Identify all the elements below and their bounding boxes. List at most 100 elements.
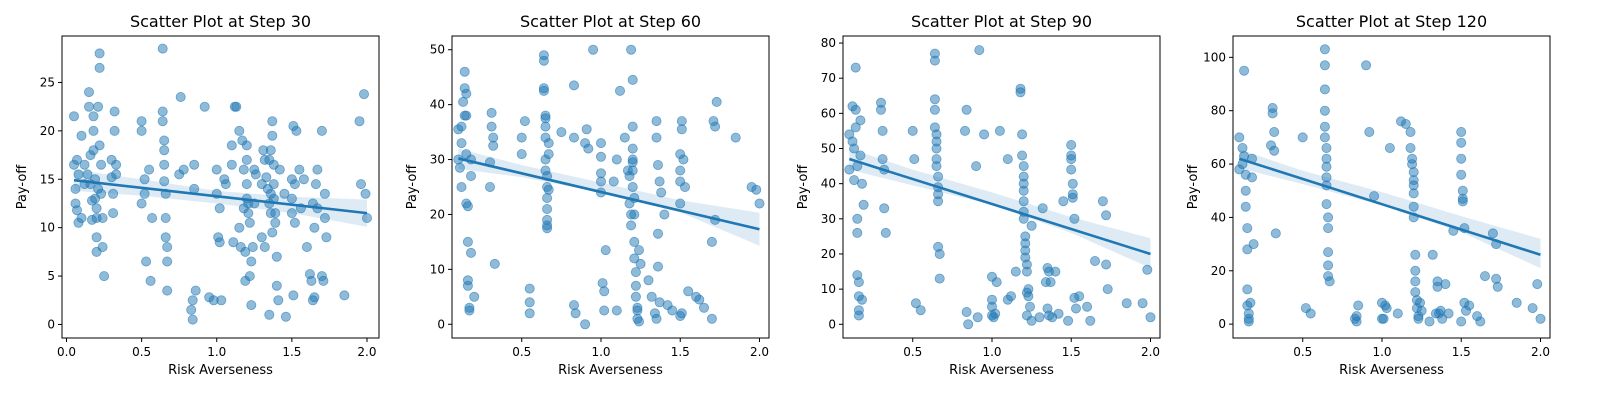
scatter-point	[157, 43, 168, 54]
scatter-point	[961, 306, 972, 317]
scatter-point	[596, 176, 607, 187]
scatter-point	[600, 245, 611, 256]
scatter-point	[310, 179, 321, 190]
scatter-point	[1415, 297, 1426, 308]
x-tick-label: 1.0	[982, 345, 1001, 359]
y-tick-label: 25	[40, 75, 55, 89]
scatter-point	[462, 236, 473, 247]
scatter-point	[1378, 313, 1389, 324]
scatter-point	[680, 181, 691, 192]
scatter-point	[991, 277, 1002, 288]
scatter-point	[626, 220, 637, 231]
scatter-point	[271, 280, 282, 291]
scatter-point	[228, 237, 239, 248]
scatter-point	[73, 169, 84, 180]
confidence-band	[1239, 149, 1541, 269]
scatter-point	[84, 87, 95, 98]
chart-panel-2: Scatter Plot at Step 60 0.5 1.0 1.5 2.0 0 10 20…	[405, 12, 770, 378]
scatter-point	[1297, 132, 1308, 143]
x-axis-label: Risk Averseness	[949, 363, 1054, 378]
scatter-point	[459, 66, 470, 77]
scatter-point	[630, 291, 641, 302]
scatter-point	[273, 295, 284, 306]
scatter-point	[234, 125, 245, 136]
scatter-point	[1021, 266, 1032, 277]
scatter-point	[316, 125, 327, 136]
scatter-point	[484, 181, 495, 192]
y-axis-label: Pay-off	[405, 164, 420, 210]
axes-frame	[61, 35, 380, 339]
scatter-point	[852, 227, 863, 238]
scatter-point	[1066, 164, 1077, 175]
scatter-point	[972, 312, 983, 323]
scatter-point	[929, 94, 940, 105]
y-tick-label: 0	[828, 317, 836, 331]
scatter-point	[676, 124, 687, 135]
scatter-point	[1239, 65, 1250, 76]
scatter-point	[627, 74, 638, 85]
scatter-point	[1045, 277, 1056, 288]
confidence-band	[458, 148, 760, 246]
scatter-point	[629, 253, 640, 264]
scatter-point	[915, 305, 926, 316]
regression-line	[848, 157, 1151, 256]
scatter-point	[265, 145, 276, 156]
scatter-point	[488, 140, 499, 151]
scatter-point	[675, 198, 686, 209]
scatter-point	[486, 107, 497, 118]
scatter-point	[1243, 313, 1254, 324]
scatter-point	[144, 164, 155, 175]
scatter-point	[619, 132, 630, 143]
x-tick-label: 2.0	[750, 345, 769, 359]
scatter-point	[1492, 281, 1503, 292]
scatter-point	[216, 295, 227, 306]
scatter-point	[1319, 105, 1330, 116]
scatter-point	[1456, 316, 1467, 327]
scatter-point	[857, 178, 868, 189]
scatter-point	[596, 151, 607, 162]
scatter-point	[1026, 220, 1037, 231]
scatter-point	[268, 179, 279, 190]
scatter-point	[1058, 196, 1069, 207]
scatter-point	[1527, 303, 1538, 314]
scatter-point	[907, 125, 918, 136]
scatter-point	[226, 140, 237, 151]
scatter-point	[456, 181, 467, 192]
scatter-point	[850, 104, 861, 115]
scatter-point	[676, 308, 687, 319]
scatter-point	[469, 291, 480, 302]
scatter-point	[653, 261, 664, 272]
scatter-point	[877, 125, 888, 136]
y-tick-label: 0	[47, 317, 55, 331]
scatter-point	[971, 161, 982, 172]
scatter-point	[651, 313, 662, 324]
scatter-point	[1137, 298, 1148, 309]
scatter-point	[247, 241, 258, 252]
scatter-point	[1305, 308, 1316, 319]
y-tick-label: 60	[1211, 157, 1226, 171]
scatter-point	[136, 116, 147, 127]
scatter-point	[961, 104, 972, 115]
scatter-point	[1063, 315, 1074, 326]
scatter-point	[659, 209, 670, 220]
scatter-point	[524, 308, 535, 319]
scatter-point	[646, 291, 657, 302]
scatter-point	[286, 208, 297, 219]
scatter-point	[1085, 315, 1096, 326]
scatter-point	[852, 213, 863, 224]
confidence-band	[849, 148, 1151, 268]
y-tick-label: 10	[40, 221, 55, 235]
scatter-point	[1097, 196, 1108, 207]
scatter-point	[486, 121, 497, 132]
y-tick-label: 20	[821, 247, 836, 261]
scatter-point	[136, 198, 147, 209]
scatter-point	[241, 179, 252, 190]
scatter-point	[464, 305, 475, 316]
scatter-point	[94, 140, 105, 151]
scatter-point	[1248, 239, 1259, 250]
scatter-point	[1324, 276, 1335, 287]
x-tick-label: 0.0	[57, 345, 76, 359]
scatter-point	[1242, 223, 1253, 234]
scatter-point	[1245, 297, 1256, 308]
scatter-point	[318, 275, 329, 286]
